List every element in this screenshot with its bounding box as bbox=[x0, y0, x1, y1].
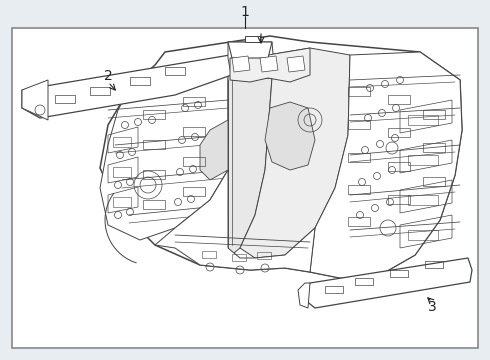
Polygon shape bbox=[265, 102, 315, 170]
Polygon shape bbox=[240, 48, 350, 258]
Bar bbox=[388, 195, 410, 204]
Bar bbox=[183, 187, 205, 196]
Bar bbox=[113, 167, 131, 177]
Bar bbox=[143, 200, 165, 209]
Bar bbox=[348, 87, 370, 96]
Bar bbox=[130, 77, 150, 85]
Bar bbox=[388, 162, 410, 171]
Bar bbox=[423, 110, 445, 119]
Polygon shape bbox=[287, 56, 305, 72]
Bar bbox=[90, 87, 110, 95]
Bar bbox=[165, 67, 185, 75]
Bar bbox=[408, 155, 438, 165]
Polygon shape bbox=[100, 58, 230, 240]
Bar bbox=[113, 197, 131, 207]
Bar bbox=[143, 140, 165, 149]
Bar bbox=[183, 97, 205, 106]
Bar bbox=[348, 217, 370, 226]
Bar bbox=[425, 261, 443, 268]
Text: 1: 1 bbox=[241, 5, 249, 19]
Polygon shape bbox=[22, 80, 48, 120]
Bar bbox=[348, 153, 370, 162]
Bar bbox=[143, 110, 165, 119]
Bar bbox=[408, 230, 438, 240]
Polygon shape bbox=[12, 28, 478, 348]
Polygon shape bbox=[155, 170, 315, 272]
Bar bbox=[232, 254, 246, 261]
Bar bbox=[143, 170, 165, 179]
Text: 3: 3 bbox=[428, 300, 437, 314]
Bar bbox=[55, 95, 75, 103]
Polygon shape bbox=[230, 48, 310, 82]
Bar bbox=[355, 278, 373, 285]
Polygon shape bbox=[245, 36, 260, 42]
Polygon shape bbox=[298, 283, 310, 308]
Polygon shape bbox=[228, 42, 275, 80]
Polygon shape bbox=[100, 36, 462, 278]
Polygon shape bbox=[200, 120, 228, 180]
Polygon shape bbox=[210, 55, 272, 258]
Bar bbox=[183, 157, 205, 166]
Bar bbox=[202, 251, 216, 258]
Polygon shape bbox=[305, 258, 472, 308]
Bar bbox=[423, 143, 445, 152]
Bar bbox=[388, 95, 410, 104]
Polygon shape bbox=[260, 56, 278, 72]
Bar bbox=[183, 127, 205, 136]
Bar bbox=[388, 128, 410, 137]
Polygon shape bbox=[228, 42, 272, 58]
Bar bbox=[348, 120, 370, 129]
Bar bbox=[390, 270, 408, 277]
Text: 2: 2 bbox=[103, 69, 112, 83]
Bar bbox=[408, 195, 438, 205]
Bar bbox=[113, 137, 131, 147]
Bar bbox=[348, 185, 370, 194]
Polygon shape bbox=[310, 52, 462, 278]
Bar bbox=[408, 115, 438, 125]
Polygon shape bbox=[232, 56, 250, 72]
Bar bbox=[325, 286, 343, 293]
Bar bbox=[423, 177, 445, 186]
Polygon shape bbox=[22, 55, 240, 118]
Bar bbox=[257, 252, 271, 259]
